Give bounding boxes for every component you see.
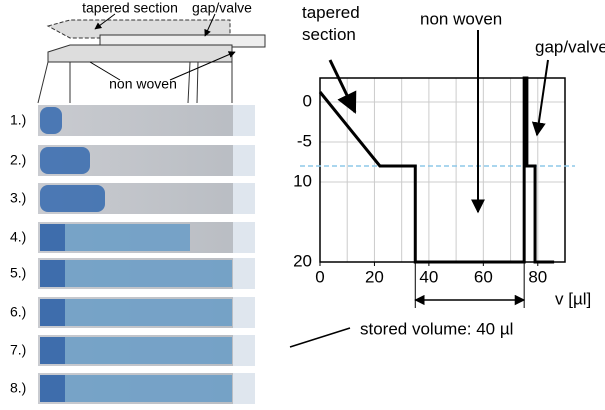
strip-liquid	[40, 107, 62, 134]
strip-end	[233, 183, 255, 214]
x-tick-label: 0	[315, 267, 324, 286]
strip-liquid	[40, 185, 105, 212]
x-tick-label: 20	[365, 267, 384, 286]
y-tick-label: 10	[293, 171, 312, 190]
arrow	[94, 13, 116, 30]
annotation: stored volume: 40 µl	[360, 319, 513, 338]
x-tick-label: 40	[419, 267, 438, 286]
strip-end	[233, 335, 255, 366]
strip-photo	[38, 105, 255, 136]
annotation: tapered section	[302, 3, 360, 44]
strip-end	[233, 222, 255, 253]
strip-liquid	[40, 299, 65, 326]
label: tapered section	[82, 0, 178, 16]
strip-end	[233, 297, 255, 328]
strip-label: 5.)	[10, 265, 26, 281]
strip-liquid	[40, 147, 90, 174]
strip-label: 6.)	[10, 304, 26, 320]
annotation: gap/valve	[535, 37, 605, 56]
arrow	[169, 51, 236, 81]
y-tick-label: -5	[297, 131, 312, 150]
strip-end	[233, 105, 255, 136]
label: gap/valve	[192, 0, 252, 16]
arrow	[204, 13, 216, 37]
strip-end	[233, 373, 255, 404]
strip-liquid	[40, 375, 65, 402]
x-tick-label: 80	[528, 267, 547, 286]
strip-label: 7.)	[10, 342, 26, 358]
line-series	[318, 76, 555, 264]
device-sketch	[37, 19, 266, 104]
strip-liquid	[40, 224, 65, 251]
label: non woven	[109, 76, 177, 92]
leader	[289, 327, 351, 348]
x-tick-label: 60	[474, 267, 493, 286]
strip-label: 4.)	[10, 229, 26, 245]
y-tick-label: 0	[303, 91, 312, 110]
strip-liquid	[40, 299, 232, 326]
strip-liquid	[40, 260, 232, 287]
strip-label: 8.)	[10, 380, 26, 396]
strip-label: 3.)	[10, 190, 26, 206]
x-axis-label: v [µl]	[555, 289, 591, 308]
strip-label: 2.)	[10, 152, 26, 168]
strip-liquid	[40, 260, 65, 287]
strip-liquid	[40, 375, 232, 402]
strip-liquid	[40, 337, 65, 364]
strip-end	[233, 258, 255, 289]
strip-label: 1.)	[10, 112, 26, 128]
y-tick-label: 20	[293, 251, 312, 270]
arrow	[531, 59, 549, 137]
strip-liquid	[40, 337, 232, 364]
strip-end	[233, 145, 255, 176]
arrow	[89, 61, 121, 81]
arrow	[328, 59, 357, 114]
annotation: non woven	[420, 9, 502, 28]
